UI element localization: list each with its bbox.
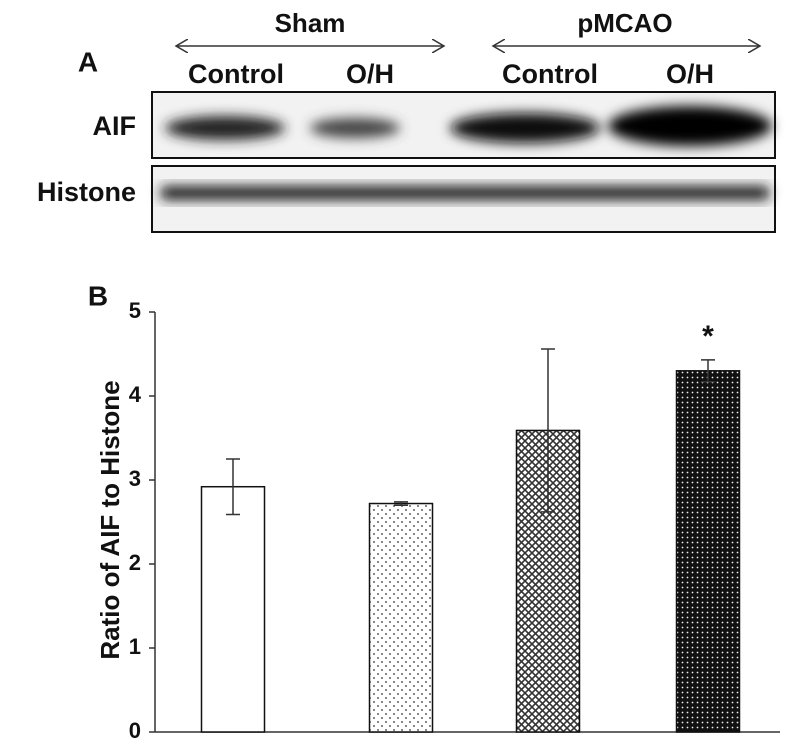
lane-label: Control	[502, 59, 598, 89]
error-bar	[701, 359, 715, 383]
error-bar	[226, 458, 240, 516]
row-label: AIF	[93, 111, 137, 141]
error-bar	[541, 348, 555, 513]
y-tick-label: 3	[129, 466, 141, 491]
row-label: Histone	[37, 177, 136, 207]
bar	[200, 485, 266, 733]
group-label: pMCAO	[577, 8, 672, 38]
panel-label: B	[88, 280, 108, 311]
blot-aif	[151, 91, 776, 159]
significance-mark: *	[702, 320, 714, 353]
blot-histone	[151, 165, 776, 233]
bar	[368, 502, 434, 733]
y-tick-label: 0	[129, 718, 141, 743]
lane-label: Control	[188, 59, 284, 89]
bar	[515, 429, 581, 733]
y-tick-label: 5	[129, 298, 141, 323]
y-tick-label: 2	[129, 550, 141, 575]
group-label: Sham	[275, 8, 346, 38]
y-tick-label: 1	[129, 634, 141, 659]
y-tick-label: 4	[129, 382, 142, 407]
lane-label: O/H	[666, 59, 714, 89]
y-axis-label: Ratio of AIF to Histone	[95, 380, 125, 659]
lane-label: O/H	[346, 59, 394, 89]
error-bar	[394, 501, 408, 506]
panel-label: A	[78, 46, 98, 77]
bar	[675, 370, 741, 733]
